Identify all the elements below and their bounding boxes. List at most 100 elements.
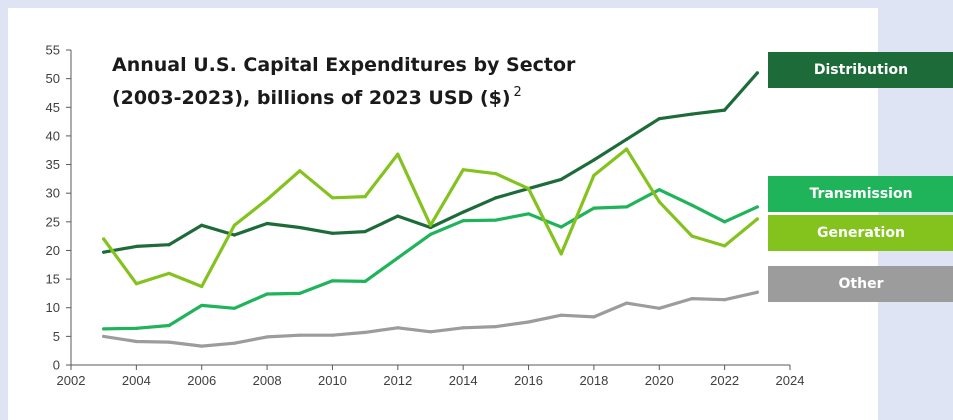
- x-tick-label: 2020: [645, 373, 674, 388]
- data-point-transmission: [167, 323, 171, 328]
- legend-generation: Generation: [768, 215, 953, 251]
- data-point-distribution: [494, 196, 498, 200]
- data-point-transmission: [134, 326, 138, 330]
- data-point-generation: [396, 152, 400, 156]
- data-point-other: [559, 313, 563, 317]
- data-point-other: [755, 290, 759, 294]
- data-point-distribution: [657, 117, 661, 121]
- y-tick-label: 25: [46, 214, 60, 229]
- data-point-distribution: [102, 250, 106, 254]
- data-point-generation: [494, 172, 498, 176]
- x-tick-label: 2004: [122, 373, 151, 388]
- chart-title-superscript: 2: [514, 85, 522, 100]
- data-point-other: [461, 326, 465, 330]
- data-point-transmission: [657, 188, 661, 192]
- data-point-transmission: [526, 212, 531, 216]
- data-point-generation: [461, 168, 465, 172]
- data-point-generation: [330, 196, 335, 200]
- legend-distribution-label: Distribution: [813, 62, 909, 78]
- data-point-transmission: [723, 220, 727, 224]
- data-point-distribution: [690, 112, 694, 116]
- data-point-generation: [167, 271, 171, 275]
- data-point-transmission: [265, 292, 269, 296]
- chart-title-line-2-text: (2003-2023), billions of 2023 USD ($): [112, 87, 511, 109]
- data-point-generation: [200, 284, 204, 289]
- data-point-distribution: [461, 210, 465, 214]
- y-tick-label: 55: [46, 43, 60, 58]
- data-point-other: [723, 298, 727, 302]
- x-tick-label: 2016: [514, 373, 543, 388]
- legend-generation-label: Generation: [817, 225, 905, 241]
- data-point-other: [396, 326, 400, 330]
- x-tick-label: 2006: [187, 373, 216, 388]
- data-point-other: [200, 344, 204, 348]
- data-point-distribution: [723, 108, 727, 112]
- legend-other: Other: [768, 266, 953, 302]
- data-point-generation: [232, 223, 237, 227]
- data-point-transmission: [396, 256, 400, 260]
- data-point-generation: [134, 282, 138, 286]
- data-point-generation: [690, 234, 694, 238]
- data-point-generation: [428, 223, 433, 227]
- data-point-other: [363, 330, 367, 334]
- series-line-other: [102, 290, 759, 348]
- x-tick-label: 2024: [776, 373, 805, 388]
- series-lines: [102, 71, 759, 348]
- data-point-transmission: [494, 218, 498, 222]
- y-tick-label: 30: [46, 186, 60, 201]
- data-point-transmission: [461, 219, 465, 223]
- data-point-generation: [624, 147, 629, 151]
- data-point-other: [526, 320, 531, 324]
- x-axis: 2002 2004 2006 2008 2010 2012 2014 2016 2018 2020…: [57, 364, 805, 388]
- legend-distribution: Distribution: [768, 52, 953, 88]
- data-point-transmission: [232, 306, 237, 310]
- chart-title-line-2: (2003-2023), billions of 2023 USD ($) 2: [112, 85, 522, 109]
- x-tick-label: 2014: [449, 373, 478, 388]
- data-point-distribution: [559, 177, 563, 182]
- data-point-transmission: [624, 205, 629, 209]
- data-point-transmission: [428, 232, 433, 237]
- data-point-transmission: [592, 206, 596, 210]
- data-point-distribution: [755, 71, 759, 75]
- x-tick-label: 2008: [253, 373, 282, 388]
- y-tick-label: 50: [46, 71, 60, 86]
- data-point-other: [592, 315, 596, 319]
- y-tick-label: 5: [53, 329, 60, 344]
- data-point-generation: [102, 237, 106, 241]
- data-point-other: [102, 334, 106, 338]
- data-point-generation: [298, 169, 302, 173]
- data-point-generation: [526, 187, 531, 191]
- y-axis: 0 5 10 15 20 25 30 35 40 45 50 55: [46, 43, 72, 373]
- data-point-generation: [265, 197, 269, 202]
- y-tick-label: 10: [46, 300, 60, 315]
- data-point-distribution: [265, 221, 269, 226]
- x-tick-label: 2010: [318, 373, 347, 388]
- data-point-transmission: [330, 279, 335, 283]
- data-point-other: [690, 296, 694, 301]
- data-point-distribution: [200, 223, 204, 227]
- data-point-distribution: [592, 158, 596, 162]
- data-point-transmission: [690, 203, 694, 207]
- chart-title-line-1: Annual U.S. Capital Expenditures by Sect…: [112, 54, 576, 76]
- y-tick-label: 45: [46, 100, 60, 115]
- data-point-distribution: [396, 214, 400, 218]
- series-line-generation: [102, 147, 759, 289]
- data-point-other: [134, 339, 138, 344]
- data-point-distribution: [232, 233, 237, 237]
- data-point-generation: [559, 252, 563, 256]
- data-point-distribution: [298, 225, 302, 230]
- y-tick-label: 15: [46, 272, 60, 287]
- data-point-transmission: [559, 225, 563, 229]
- data-point-other: [298, 333, 302, 337]
- legend-other-label: Other: [838, 276, 884, 292]
- y-tick-label: 35: [46, 157, 60, 172]
- data-point-generation: [657, 200, 661, 204]
- x-tick-label: 2012: [383, 373, 412, 388]
- x-tick-label: 2018: [579, 373, 608, 388]
- x-tick-label: 2022: [710, 373, 739, 388]
- data-point-distribution: [363, 229, 367, 234]
- data-point-other: [624, 301, 629, 305]
- data-point-distribution: [624, 137, 629, 141]
